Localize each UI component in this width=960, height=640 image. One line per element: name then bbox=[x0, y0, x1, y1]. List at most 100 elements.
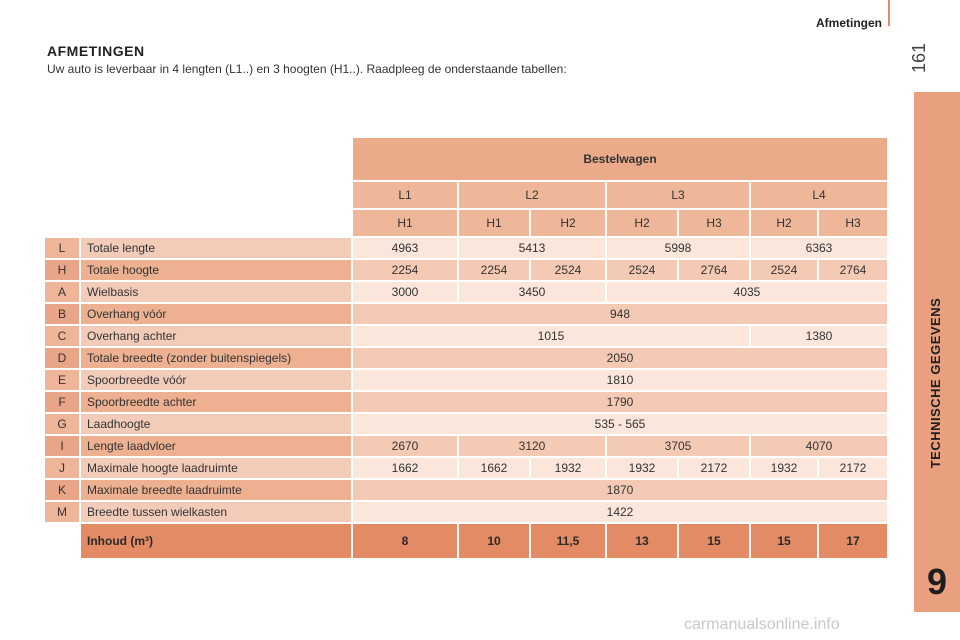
height-header: H2 bbox=[531, 210, 605, 236]
watermark-text: carmanualsonline.info bbox=[684, 616, 840, 633]
row-value: 5998 bbox=[607, 238, 749, 258]
page-number: 161 bbox=[909, 42, 929, 74]
row-value: 2172 bbox=[679, 458, 749, 478]
row-value: 4070 bbox=[751, 436, 887, 456]
height-header: H2 bbox=[751, 210, 817, 236]
row-label: Lengte laadvloer bbox=[81, 436, 351, 456]
table-row: L Totale lengte 4963 5413 5998 6363 bbox=[45, 238, 887, 258]
table-corner bbox=[81, 182, 351, 208]
table-row: I Lengte laadvloer 2670 3120 3705 4070 bbox=[45, 436, 887, 456]
row-value: 3000 bbox=[353, 282, 457, 302]
total-value: 17 bbox=[819, 524, 887, 558]
length-header: L3 bbox=[607, 182, 749, 208]
row-code: B bbox=[45, 304, 79, 324]
row-label: Spoorbreedte vóór bbox=[81, 370, 351, 390]
row-value: 3705 bbox=[607, 436, 749, 456]
table-row: M Breedte tussen wielkasten 1422 bbox=[45, 502, 887, 522]
table-row: H Totale hoogte 2254 2254 2524 2524 2764 2524 27… bbox=[45, 260, 887, 280]
table-corner bbox=[45, 524, 79, 558]
row-value: 948 bbox=[353, 304, 887, 324]
row-value: 2764 bbox=[819, 260, 887, 280]
row-value: 2254 bbox=[459, 260, 529, 280]
row-code: F bbox=[45, 392, 79, 412]
total-value: 15 bbox=[751, 524, 817, 558]
row-value: 1422 bbox=[353, 502, 887, 522]
row-value: 1932 bbox=[531, 458, 605, 478]
row-value: 1932 bbox=[607, 458, 677, 478]
total-label: Inhoud (m³) bbox=[81, 524, 351, 558]
row-label: Maximale breedte laadruimte bbox=[81, 480, 351, 500]
row-value: 1870 bbox=[353, 480, 887, 500]
chapter-number: 9 bbox=[926, 561, 948, 602]
length-header: L2 bbox=[459, 182, 605, 208]
table-corner bbox=[81, 138, 351, 180]
row-code: A bbox=[45, 282, 79, 302]
total-value: 11,5 bbox=[531, 524, 605, 558]
row-value: 1932 bbox=[751, 458, 817, 478]
row-code: M bbox=[45, 502, 79, 522]
row-label: Wielbasis bbox=[81, 282, 351, 302]
row-value: 1662 bbox=[353, 458, 457, 478]
row-code: K bbox=[45, 480, 79, 500]
row-value: 5413 bbox=[459, 238, 605, 258]
row-label: Breedte tussen wielkasten bbox=[81, 502, 351, 522]
row-label: Overhang vóór bbox=[81, 304, 351, 324]
row-value: 4963 bbox=[353, 238, 457, 258]
intro-text: Uw auto is leverbaar in 4 lengten (L1..)… bbox=[47, 62, 567, 76]
height-header: H1 bbox=[353, 210, 457, 236]
height-header: H2 bbox=[607, 210, 677, 236]
total-value: 8 bbox=[353, 524, 457, 558]
row-value: 2254 bbox=[353, 260, 457, 280]
table-corner bbox=[45, 210, 79, 236]
row-value: 1790 bbox=[353, 392, 887, 412]
height-header: H1 bbox=[459, 210, 529, 236]
table-row: E Spoorbreedte vóór 1810 bbox=[45, 370, 887, 390]
row-code: I bbox=[45, 436, 79, 456]
row-code: J bbox=[45, 458, 79, 478]
table-row: J Maximale hoogte laadruimte 1662 1662 1932 1… bbox=[45, 458, 887, 478]
row-label: Totale hoogte bbox=[81, 260, 351, 280]
total-row: Inhoud (m³) 8 10 11,5 13 15 15 17 bbox=[45, 524, 887, 558]
row-code: E bbox=[45, 370, 79, 390]
row-value: 535 - 565 bbox=[353, 414, 887, 434]
row-code: H bbox=[45, 260, 79, 280]
total-value: 15 bbox=[679, 524, 749, 558]
length-header: L4 bbox=[751, 182, 887, 208]
row-label: Totale lengte bbox=[81, 238, 351, 258]
group-header: Bestelwagen bbox=[353, 138, 887, 180]
row-value: 4035 bbox=[607, 282, 887, 302]
chapter-side-tab bbox=[914, 92, 960, 612]
row-code: D bbox=[45, 348, 79, 368]
section-title: Afmetingen bbox=[816, 16, 882, 30]
row-value: 1662 bbox=[459, 458, 529, 478]
row-code: G bbox=[45, 414, 79, 434]
table-row: F Spoorbreedte achter 1790 bbox=[45, 392, 887, 412]
total-value: 10 bbox=[459, 524, 529, 558]
dimensions-table: Bestelwagen L1 L2 L3 L4 H1 H1 H2 H2 H3 H… bbox=[43, 136, 889, 560]
row-value: 2050 bbox=[353, 348, 887, 368]
row-value: 2524 bbox=[607, 260, 677, 280]
row-value: 1015 bbox=[353, 326, 749, 346]
row-value: 3120 bbox=[459, 436, 605, 456]
header-divider bbox=[888, 0, 890, 26]
row-label: Maximale hoogte laadruimte bbox=[81, 458, 351, 478]
table-row: B Overhang vóór 948 bbox=[45, 304, 887, 324]
table-row: G Laadhoogte 535 - 565 bbox=[45, 414, 887, 434]
row-code: L bbox=[45, 238, 79, 258]
table-row: C Overhang achter 1015 1380 bbox=[45, 326, 887, 346]
row-value: 3450 bbox=[459, 282, 605, 302]
table-row: A Wielbasis 3000 3450 4035 bbox=[45, 282, 887, 302]
table-corner bbox=[81, 210, 351, 236]
table-row: K Maximale breedte laadruimte 1870 bbox=[45, 480, 887, 500]
chapter-side-label: TECHNISCHE GEGEVENS bbox=[928, 297, 943, 469]
row-value: 2172 bbox=[819, 458, 887, 478]
row-value: 2764 bbox=[679, 260, 749, 280]
height-header: H3 bbox=[819, 210, 887, 236]
row-value: 1810 bbox=[353, 370, 887, 390]
row-value: 2524 bbox=[531, 260, 605, 280]
row-value: 2524 bbox=[751, 260, 817, 280]
total-value: 13 bbox=[607, 524, 677, 558]
row-label: Spoorbreedte achter bbox=[81, 392, 351, 412]
table-row: D Totale breedte (zonder buitenspiegels) 2… bbox=[45, 348, 887, 368]
table-corner bbox=[45, 138, 79, 180]
